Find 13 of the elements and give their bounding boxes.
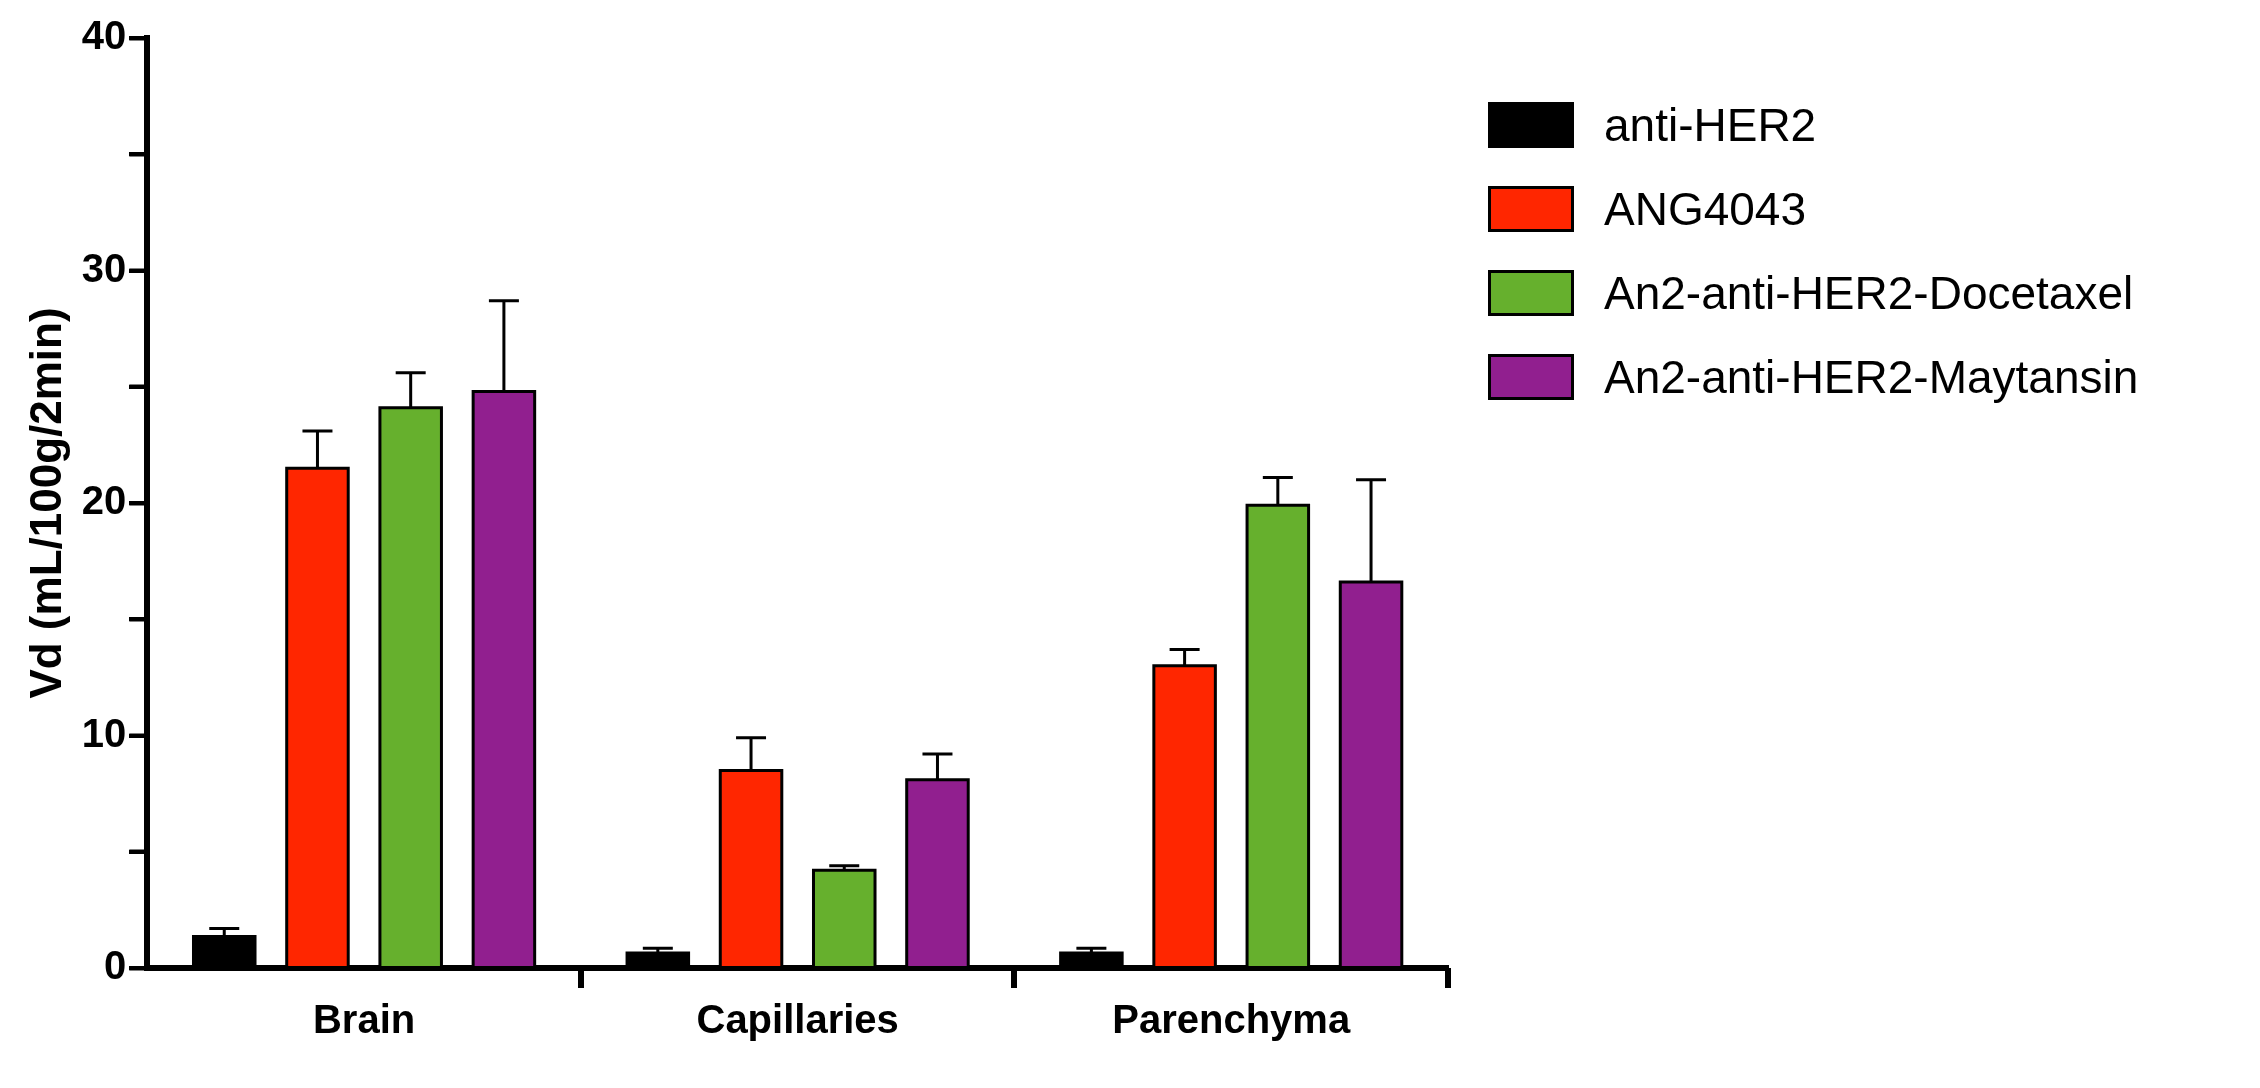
legend-label: An2-anti-HER2-Docetaxel xyxy=(1604,266,2134,320)
y-tick-label: 10 xyxy=(81,710,127,755)
y-tick-label: 40 xyxy=(81,13,127,58)
legend-label: anti-HER2 xyxy=(1604,98,1817,152)
y-tick-label: 30 xyxy=(81,245,127,290)
y-tick-label: 20 xyxy=(81,478,127,523)
legend-label: An2-anti-HER2-Maytansin xyxy=(1604,350,2139,404)
y-tick-label: 0 xyxy=(104,943,127,988)
y-axis-title: Vd (mL/100g/2min) xyxy=(20,307,70,699)
x-tick-label: Brain xyxy=(312,997,416,1042)
x-tick-label: Capillaries xyxy=(696,997,899,1042)
x-tick-label: Parenchyma xyxy=(1112,997,1351,1042)
legend-label: ANG4043 xyxy=(1604,182,1807,236)
